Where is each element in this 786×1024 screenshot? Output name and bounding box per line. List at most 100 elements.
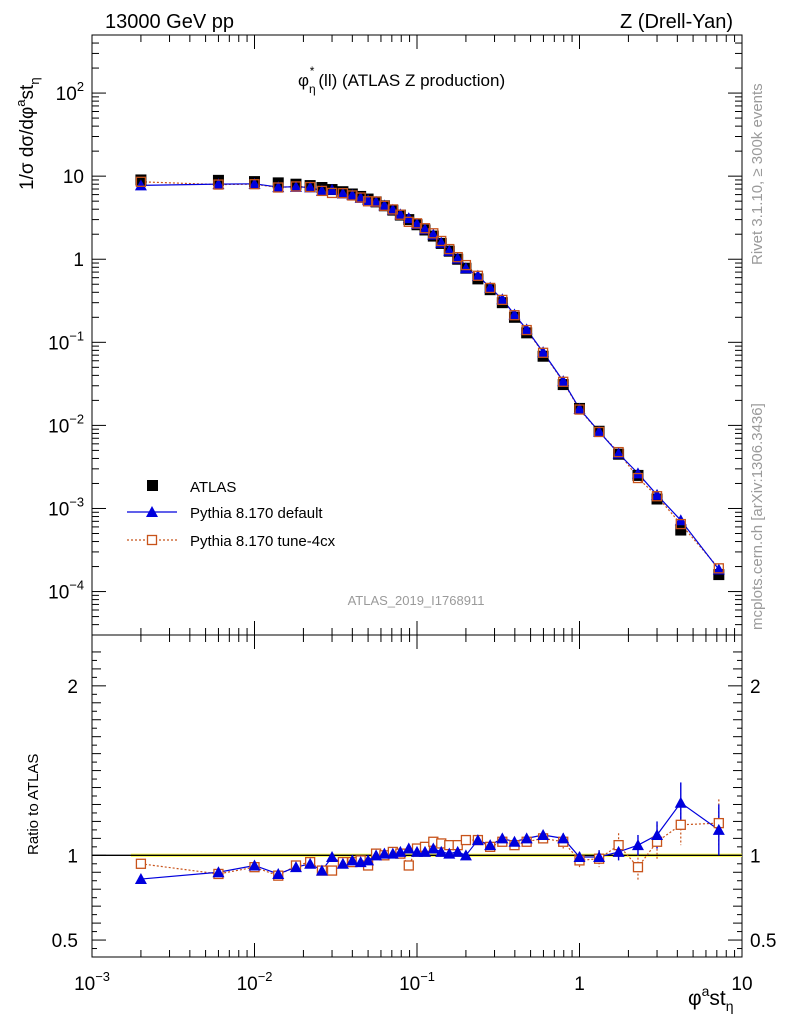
default-ratio-point [212, 866, 225, 878]
default-point [451, 252, 464, 264]
atlas-point [713, 569, 725, 581]
ratio-y-tick-label-right: 1 [750, 846, 761, 867]
default-ratio-point [411, 845, 423, 857]
tune-point [213, 179, 224, 190]
analysis-watermark: ATLAS_2019_I1768911 [348, 593, 485, 608]
tune-point [347, 190, 358, 201]
legend-tune-marker [146, 534, 158, 546]
default-ratio-point [378, 847, 391, 859]
x-tick-label: 10−1 [399, 969, 435, 995]
ratio-y-tick-label-right: 0.5 [750, 931, 776, 952]
tune-point [290, 181, 302, 192]
tune-ratio-point [326, 865, 338, 876]
tune-point [613, 446, 624, 458]
default-ratio-point [336, 857, 349, 869]
default-point [471, 269, 484, 281]
tune-point [452, 251, 463, 263]
tune-point [537, 347, 549, 358]
tune-point [485, 282, 496, 294]
default-point [134, 179, 147, 191]
default-point [593, 425, 606, 437]
xlabel-sub: η [726, 998, 734, 1014]
default-ratio-point [573, 851, 586, 863]
default-point [537, 346, 550, 358]
tune-point [574, 404, 585, 415]
legend-tune-label: Pythia 8.170 tune-4cx [190, 533, 336, 550]
default-point [573, 402, 586, 414]
default-point [346, 189, 359, 201]
default-ratio-point [427, 842, 440, 854]
tune-point [249, 179, 260, 190]
tune-point [428, 228, 439, 239]
energy-label: 13000 GeV pp [105, 11, 234, 33]
x-axis-label: φastη [688, 983, 734, 1014]
tune-point [337, 188, 349, 199]
default-ratio-point [484, 839, 497, 851]
default-ratio-point [394, 845, 407, 857]
tune-point [355, 192, 366, 203]
tune-point [273, 182, 284, 193]
default-point [484, 281, 497, 293]
tune-point [675, 518, 686, 530]
default-ratio-point [537, 828, 550, 840]
default-ratio-point [402, 842, 415, 854]
tune-point [326, 187, 338, 199]
main-title-sub: η [309, 82, 316, 96]
tune-point [632, 472, 644, 484]
y-tick-label: 10−4 [48, 578, 84, 604]
default-ratio-point [418, 845, 431, 857]
tune-point [370, 196, 382, 207]
ylabel-main-rest: st [17, 84, 38, 100]
tune-point [509, 310, 520, 321]
tune-ratio-point [460, 834, 472, 846]
default-point [336, 187, 349, 199]
ratio-y-axis-label: Ratio to ATLAS [25, 754, 42, 855]
default-ratio-point [134, 873, 147, 885]
default-point [557, 375, 570, 387]
default-ratio-point [520, 832, 533, 844]
default-ratio-point [674, 796, 687, 808]
y-tick-label: 10−2 [48, 411, 84, 437]
default-ratio-point [362, 854, 375, 866]
tune-point [135, 176, 147, 187]
default-ratio-point [459, 849, 472, 861]
x-tick-label: 1 [574, 974, 585, 995]
atlas-point [675, 524, 687, 536]
legend-atlas-marker [147, 480, 158, 491]
default-point [248, 177, 261, 189]
tune-point [521, 324, 532, 336]
tune-point [713, 563, 724, 574]
default-ratio-point [593, 851, 606, 863]
ratio-plot-frame [91, 634, 743, 958]
tune-point [419, 223, 431, 234]
legend-default-marker [146, 506, 158, 517]
default-ratio-point [631, 839, 644, 851]
default-point [304, 181, 317, 193]
tune-point [362, 196, 374, 207]
main-title-sup: * [310, 64, 315, 78]
default-point [612, 447, 625, 459]
tune-point [444, 243, 455, 255]
default-point [496, 293, 509, 305]
default-point [651, 488, 664, 500]
ylabel-main-base: 1/σ dσ/dφ [17, 107, 38, 190]
main-y-axis-label: 1/σ dσ/dφastη [13, 77, 42, 190]
main-title: φη * (ll) (ATLAS Z production) [298, 64, 505, 96]
x-tick-label: 10−3 [74, 969, 110, 995]
ratio-y-tick-label-right: 2 [750, 677, 761, 698]
tune-point [395, 209, 406, 220]
process-label: Z (Drell-Yan) [620, 11, 733, 33]
default-ratio-point [651, 828, 664, 840]
default-point [272, 181, 285, 193]
tune-ratio-point [403, 860, 414, 871]
xlabel-base: φ [688, 987, 702, 1010]
data-marks [134, 174, 725, 885]
tune-point [460, 259, 472, 271]
y-tick-label: 10−3 [48, 494, 84, 520]
mcplots-label: mcplots.cern.ch [arXiv:1306.3436] [749, 403, 766, 630]
tune-point [651, 491, 663, 502]
axis-ticks: 10−3 10−2 10−1 1 10 10−4 10−3 10−2 10−1 1 10 102 0.5… [48, 35, 776, 995]
default-point [289, 180, 302, 192]
default-ratio-point [248, 859, 261, 871]
rivet-label: Rivet 3.1.10, ≥ 300k events [749, 83, 766, 265]
